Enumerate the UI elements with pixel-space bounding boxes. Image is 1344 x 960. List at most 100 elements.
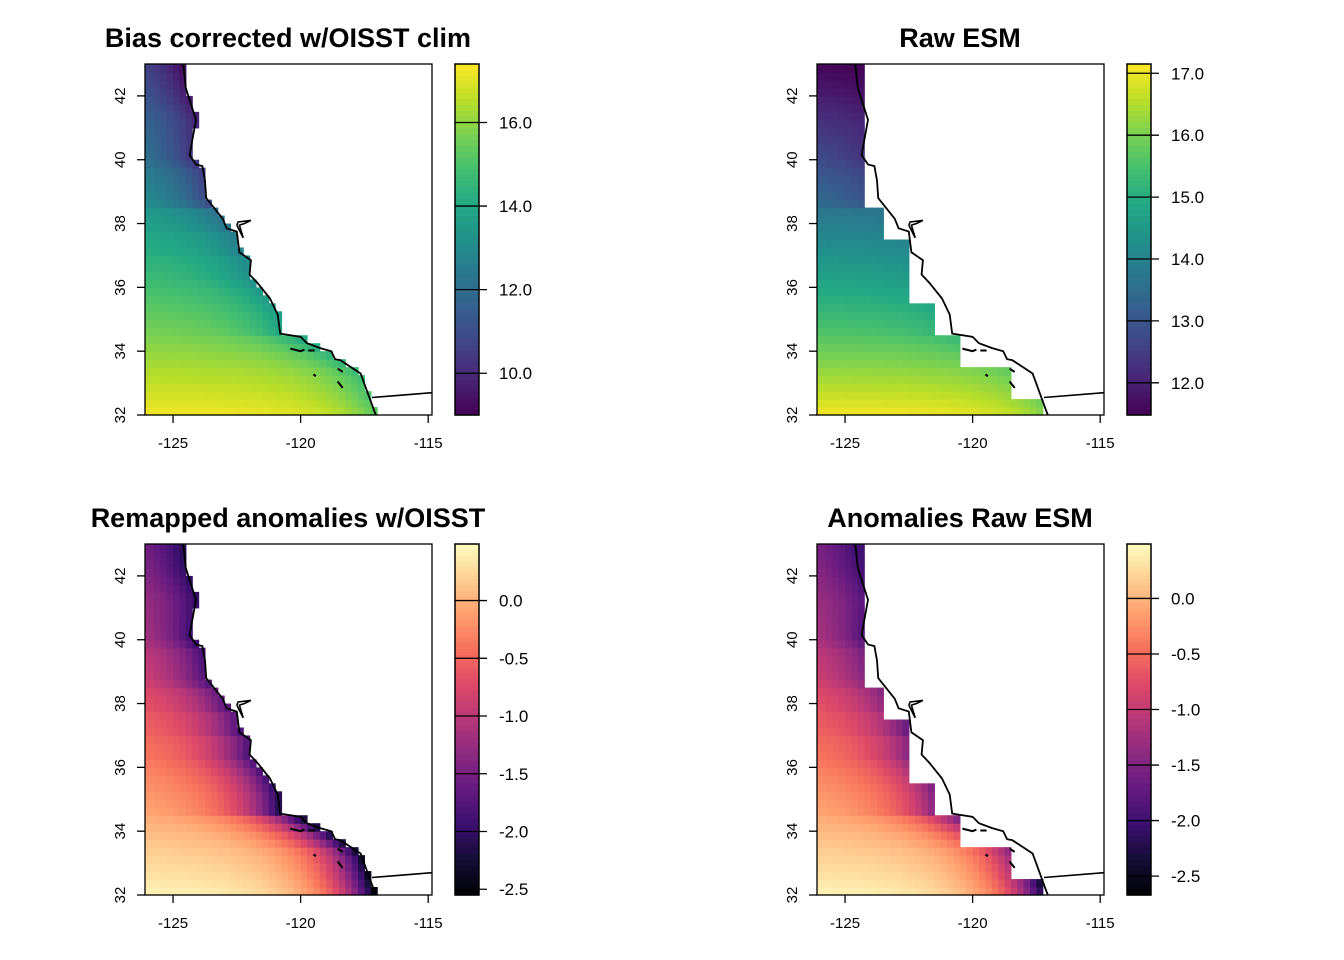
heatmap-cell — [817, 735, 821, 745]
colorbar-segment — [1127, 145, 1151, 153]
heatmap-cell — [825, 743, 833, 753]
colorbar-segment — [1127, 81, 1151, 88]
heatmap-cell — [845, 615, 853, 625]
channel-island — [337, 367, 344, 373]
heatmap-cell — [876, 311, 884, 320]
heatmap-cell — [153, 687, 161, 697]
heatmap-cell — [145, 567, 149, 577]
heatmap-cell — [173, 631, 181, 641]
heatmap-cell — [179, 743, 187, 753]
heatmap-cell — [160, 855, 168, 864]
heatmap-cell — [870, 831, 878, 840]
heatmap-cell — [249, 375, 257, 384]
heatmap-cell — [243, 799, 251, 808]
heatmap-cell — [185, 583, 193, 593]
heatmap-cell — [307, 407, 314, 416]
heatmap-cell — [211, 359, 219, 368]
heatmap-cell — [825, 687, 833, 697]
heatmap-cell — [166, 103, 174, 113]
heatmap-cell — [211, 255, 219, 265]
heatmap-cell — [817, 687, 821, 697]
heatmap-cell — [166, 719, 174, 729]
heatmap-cell — [145, 207, 149, 217]
colorbar: 12.013.014.015.016.017.0 — [1126, 63, 1204, 416]
heatmap-cell — [192, 295, 200, 304]
heatmap-cell — [857, 247, 865, 257]
colorbar-segment — [1127, 233, 1151, 241]
heatmap-cell — [864, 327, 872, 336]
heatmap-cell — [145, 847, 149, 856]
heatmap-cell — [179, 639, 187, 649]
heatmap-cell — [326, 871, 334, 880]
colorbar-segment — [455, 807, 479, 814]
heatmap-cell — [832, 111, 840, 121]
heatmap-cell — [211, 695, 219, 705]
heatmap-cell — [204, 279, 212, 288]
heatmap-cell — [332, 847, 340, 856]
heatmap-cell — [825, 623, 833, 633]
heatmap-cell — [236, 367, 244, 376]
heatmap-cell — [173, 695, 181, 705]
heatmap-cell — [851, 167, 859, 177]
heatmap-cell — [838, 719, 846, 729]
heatmap-cell — [255, 879, 263, 888]
heatmap-cell — [825, 544, 833, 553]
heatmap-cell — [817, 71, 821, 81]
heatmap-cell — [838, 263, 846, 273]
heatmap-cell — [838, 87, 846, 97]
heatmap-cell — [204, 887, 212, 896]
heatmap-cell — [947, 375, 955, 384]
heatmap-cell — [198, 815, 206, 824]
panel-title: Remapped anomalies w/OISST — [91, 503, 486, 533]
heatmap-cell — [166, 319, 174, 328]
heatmap-cell — [832, 783, 840, 792]
heatmap-cell — [825, 775, 833, 784]
heatmap-cell — [902, 863, 910, 872]
heatmap-cell — [876, 279, 884, 288]
heatmap-cell — [217, 255, 225, 265]
heatmap-cell — [832, 199, 840, 209]
heatmap-cell — [870, 871, 878, 880]
colorbar-segment — [1127, 883, 1151, 890]
heatmap-cell — [889, 751, 897, 760]
heatmap-cell — [902, 727, 910, 737]
heatmap-cell — [876, 223, 884, 233]
heatmap-cell — [185, 359, 193, 368]
heatmap-cell — [332, 359, 340, 368]
heatmap-cell — [185, 607, 193, 617]
heatmap-cell — [147, 655, 155, 665]
heatmap-cell — [145, 751, 149, 760]
heatmap-cell — [173, 311, 181, 320]
heatmap-cell — [153, 407, 161, 416]
heatmap-cell — [236, 279, 244, 288]
heatmap-cell — [908, 359, 916, 368]
heatmap-cell — [825, 615, 833, 625]
heatmap-cell — [966, 383, 974, 392]
heatmap-cell — [979, 375, 986, 384]
heatmap-cell — [319, 383, 327, 392]
heatmap-cell — [179, 223, 187, 233]
heatmap-cell — [915, 799, 923, 808]
heatmap-cell — [294, 855, 302, 864]
colorbar-segment — [1127, 298, 1151, 305]
heatmap-cell — [173, 855, 181, 864]
heatmap-cell — [268, 327, 276, 336]
heatmap-cell — [817, 207, 821, 217]
heatmap-cell — [940, 823, 948, 832]
heatmap-cell — [147, 807, 155, 816]
heatmap-cell — [173, 407, 181, 416]
heatmap-cell — [166, 127, 174, 137]
heatmap-cell — [262, 783, 270, 792]
heatmap-cell — [198, 847, 206, 856]
heatmap-cell — [851, 127, 859, 137]
heatmap-cell — [864, 295, 872, 304]
heatmap-cell — [236, 303, 244, 312]
heatmap-cell — [825, 847, 833, 856]
heatmap-cell — [825, 159, 833, 169]
heatmap-cell — [160, 247, 168, 257]
heatmap-cell — [160, 631, 168, 641]
heatmap-cell — [825, 879, 833, 888]
colorbar-segment — [455, 877, 479, 884]
heatmap-cell — [819, 191, 827, 201]
heatmap-cell — [166, 215, 174, 225]
